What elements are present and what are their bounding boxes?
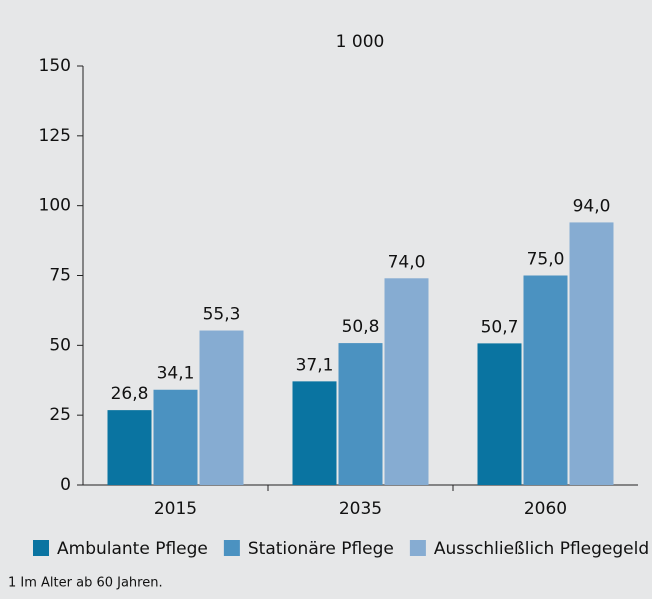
x-tick-label: 2015 <box>154 499 197 519</box>
legend-label: Ausschließlich Pflegegeld <box>434 539 649 559</box>
bar <box>384 278 429 485</box>
bar <box>523 275 568 485</box>
value-label: 55,3 <box>203 305 241 325</box>
bar <box>292 381 337 485</box>
legend-label: Stationäre Pflege <box>248 539 394 559</box>
value-label: 50,7 <box>481 317 519 337</box>
y-tick-label: 150 <box>39 56 71 76</box>
y-tick-label: 25 <box>49 405 71 425</box>
chart-title: 1 000 <box>336 32 385 52</box>
legend-swatch <box>409 540 426 556</box>
y-tick-label: 100 <box>39 196 71 216</box>
bar <box>569 222 614 485</box>
bar <box>338 343 383 485</box>
value-label: 26,8 <box>111 384 149 404</box>
legend-swatch <box>33 540 49 556</box>
bar <box>199 330 244 485</box>
y-tick-label: 125 <box>39 126 71 146</box>
y-tick-label: 0 <box>60 475 71 495</box>
value-label: 94,0 <box>573 196 611 216</box>
y-tick-label: 50 <box>49 335 71 355</box>
legend-label: Ambulante Pflege <box>57 539 208 559</box>
y-tick-label: 75 <box>49 266 71 286</box>
value-label: 74,0 <box>388 252 426 272</box>
bar <box>107 410 152 485</box>
value-label: 34,1 <box>157 364 195 384</box>
bar <box>477 343 522 485</box>
value-label: 50,8 <box>342 317 380 337</box>
legend-swatch <box>223 540 240 556</box>
value-label: 75,0 <box>527 250 565 270</box>
footnote: 1 Im Alter ab 60 Jahren. <box>8 576 163 591</box>
bar <box>153 389 198 485</box>
x-tick-label: 2060 <box>524 499 567 519</box>
x-tick-label: 2035 <box>339 499 382 519</box>
value-label: 37,1 <box>296 355 334 375</box>
